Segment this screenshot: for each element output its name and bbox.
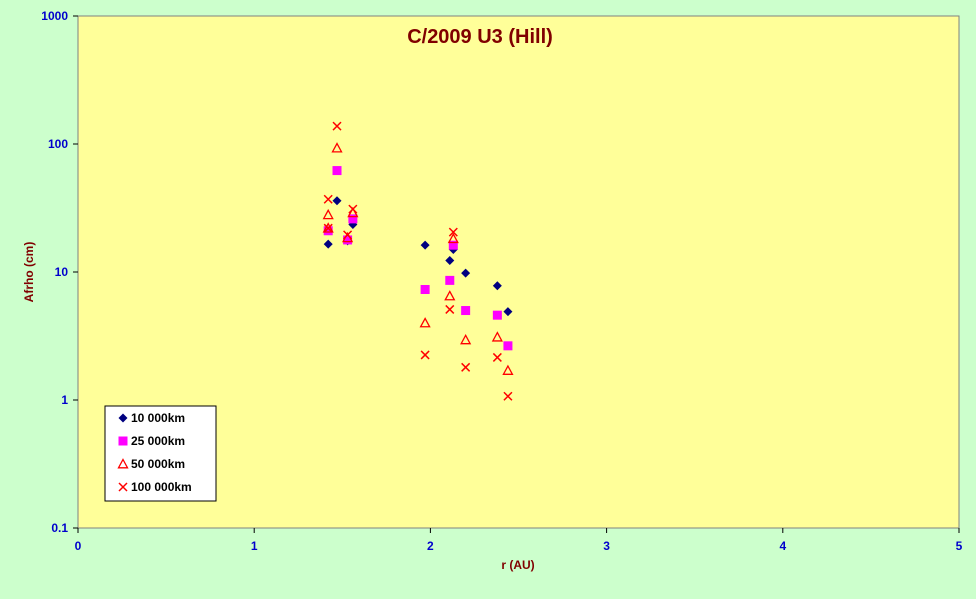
y-axis: 0.1 1 10 100 1000 xyxy=(41,9,78,535)
data-point-50000km xyxy=(447,232,459,244)
data-point-100000km xyxy=(323,194,333,204)
data-point-50000km xyxy=(331,142,343,153)
data-point-10000km xyxy=(492,281,502,291)
data-point-50000km xyxy=(419,317,431,328)
data-point-25000km xyxy=(343,235,353,245)
y-tick-label: 10 xyxy=(55,265,69,279)
data-point-100000km xyxy=(492,352,502,362)
legend-marker xyxy=(118,482,128,492)
data-point-10000km xyxy=(323,239,333,249)
data-point-50000km xyxy=(347,206,359,218)
data-point-100000km xyxy=(448,227,458,237)
data-point-50000km xyxy=(444,290,456,301)
x-tick-label: 5 xyxy=(956,539,963,553)
data-point-25000km xyxy=(332,166,342,176)
legend-marker xyxy=(117,458,129,469)
data-point-50000km xyxy=(502,364,514,375)
data-point-25000km xyxy=(461,306,471,316)
legend-label: 50 000km xyxy=(131,457,185,471)
data-point-50000km xyxy=(460,333,472,345)
data-point-25000km xyxy=(448,240,458,250)
data-point-50000km xyxy=(322,208,334,220)
y-tick-label: 1000 xyxy=(41,9,68,23)
data-point-100000km xyxy=(332,121,342,131)
data-point-50000km xyxy=(491,331,503,342)
data-point-25000km xyxy=(323,226,333,236)
legend: 10 000km 25 000km 50 000km 100 000km xyxy=(104,405,217,502)
data-point-10000km xyxy=(461,268,471,278)
data-point-25000km xyxy=(503,341,513,351)
legend-label: 100 000km xyxy=(131,480,192,494)
legend-label: 25 000km xyxy=(131,434,185,448)
data-point-10000km xyxy=(503,307,513,317)
data-point-100000km xyxy=(323,223,333,233)
plot-area xyxy=(77,15,960,529)
x-tick-label: 0 xyxy=(75,539,82,553)
data-point-100000km xyxy=(348,204,358,214)
data-point-100000km xyxy=(445,304,455,314)
x-axis: 0 1 2 3 4 5 xyxy=(75,528,963,553)
data-point-100000km xyxy=(461,362,471,372)
data-point-10000km xyxy=(445,255,455,265)
legend-label: 10 000km xyxy=(131,411,185,425)
x-tick-label: 2 xyxy=(427,539,434,553)
legend-marker xyxy=(118,436,128,446)
y-axis-title: Afrho (cm) xyxy=(22,242,36,303)
data-point-10000km xyxy=(332,196,342,206)
data-point-100000km xyxy=(343,230,353,240)
data-point-100000km xyxy=(420,350,430,360)
y-tick-label: 100 xyxy=(48,137,68,151)
data-point-100000km xyxy=(503,391,513,401)
data-point-25000km xyxy=(348,214,358,224)
x-tick-label: 4 xyxy=(779,539,786,553)
x-tick-label: 1 xyxy=(251,539,258,553)
chart-title: C/2009 U3 (Hill) xyxy=(407,26,553,48)
data-point-25000km xyxy=(445,275,455,285)
x-tick-label: 3 xyxy=(603,539,610,553)
x-axis-title: r (AU) xyxy=(501,558,534,572)
y-tick-label: 0.1 xyxy=(51,521,68,535)
y-tick-label: 1 xyxy=(61,393,68,407)
data-point-10000km xyxy=(420,240,430,250)
legend-marker xyxy=(118,413,128,423)
data-point-25000km xyxy=(420,284,430,294)
data-points xyxy=(322,121,514,401)
data-point-50000km xyxy=(322,222,334,233)
data-point-25000km xyxy=(492,310,502,320)
